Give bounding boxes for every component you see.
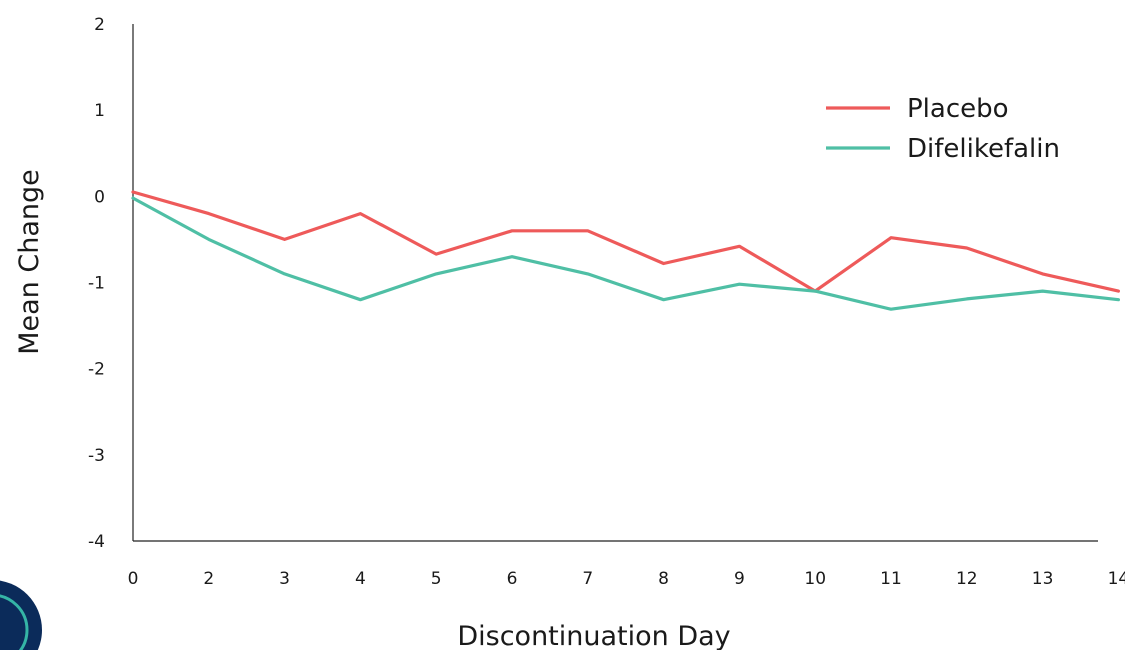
legend-label: Placebo (907, 94, 1009, 124)
legend-item: Placebo (826, 94, 1009, 124)
legend: Placebo Difelikefalin (826, 94, 1060, 164)
x-tick-labels: 0 2 3 4 5 6 7 8 9 10 11 12 13 14 (128, 569, 1125, 589)
series-line-placebo (131, 190, 1121, 293)
y-tick-label: -4 (88, 532, 105, 552)
y-tick-label: -1 (88, 274, 105, 294)
series-lines (131, 190, 1121, 311)
x-tick-label: 8 (658, 569, 669, 589)
x-tick-label: 3 (279, 569, 290, 589)
y-tick-label: 2 (94, 15, 105, 35)
y-axis-title: Mean Change (14, 169, 45, 355)
x-tick-label: 12 (956, 569, 978, 589)
x-tick-label: 0 (128, 569, 139, 589)
x-axis-title: Discontinuation Day (457, 621, 730, 650)
y-tick-label: -3 (88, 446, 105, 466)
y-tick-label: -2 (88, 360, 105, 380)
x-tick-label: 7 (582, 569, 593, 589)
x-tick-label: 5 (431, 569, 442, 589)
x-tick-label: 10 (804, 569, 826, 589)
axes (132, 24, 1098, 542)
x-tick-label: 4 (355, 569, 366, 589)
x-tick-label: 13 (1032, 569, 1054, 589)
x-tick-label: 6 (507, 569, 518, 589)
badge-disc (0, 580, 42, 650)
y-tick-label: 1 (94, 101, 105, 121)
corner-badge (0, 580, 42, 650)
legend-label: Difelikefalin (907, 134, 1060, 164)
x-tick-label: 14 (1108, 569, 1125, 589)
x-tick-label: 2 (203, 569, 214, 589)
badge-ring (0, 594, 29, 650)
y-tick-label: 0 (94, 187, 105, 207)
legend-item: Difelikefalin (826, 134, 1060, 164)
x-tick-label: 9 (734, 569, 745, 589)
x-tick-label: 11 (880, 569, 902, 589)
y-tick-labels: 2 1 0 -1 -2 -3 -4 (88, 15, 105, 552)
series-line-difelikefalin (131, 196, 1121, 311)
